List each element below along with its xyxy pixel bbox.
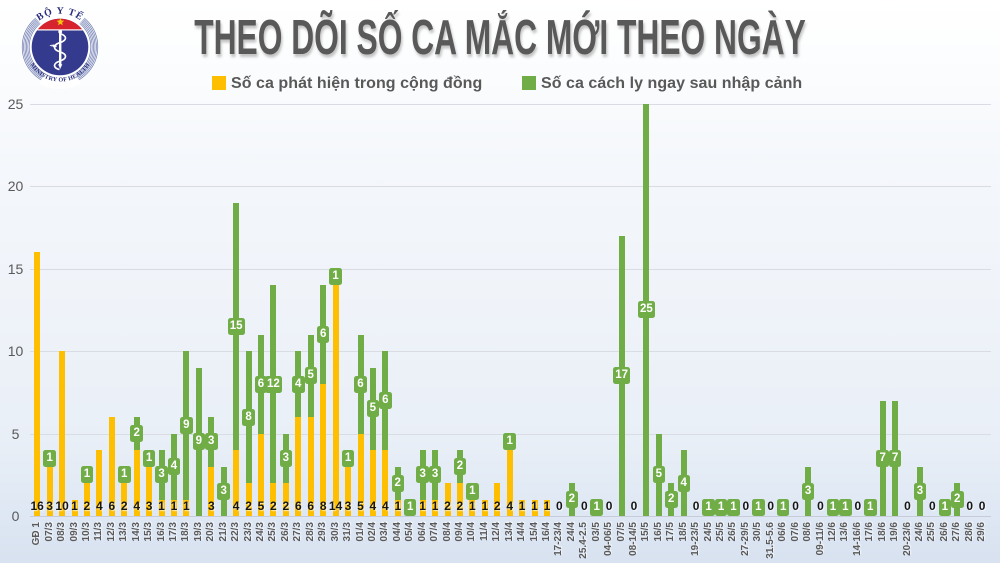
svg-text:MINISTRY OF HEALTH: MINISTRY OF HEALTH <box>29 62 92 83</box>
svg-text:BỘ Y TẾ: BỘ Y TẾ <box>35 5 87 24</box>
